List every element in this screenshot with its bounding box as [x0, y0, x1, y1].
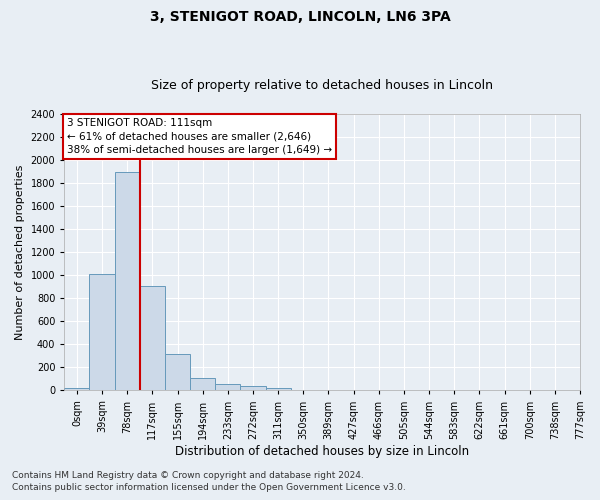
Bar: [140, 286, 165, 391]
Bar: [241, 386, 266, 390]
Y-axis label: Number of detached properties: Number of detached properties: [15, 164, 25, 340]
Bar: [165, 354, 190, 391]
Bar: [89, 274, 115, 390]
Bar: [215, 384, 241, 390]
Title: Size of property relative to detached houses in Lincoln: Size of property relative to detached ho…: [151, 79, 493, 92]
Text: 3, STENIGOT ROAD, LINCOLN, LN6 3PA: 3, STENIGOT ROAD, LINCOLN, LN6 3PA: [149, 10, 451, 24]
Bar: [190, 378, 215, 390]
Text: Contains HM Land Registry data © Crown copyright and database right 2024.
Contai: Contains HM Land Registry data © Crown c…: [12, 471, 406, 492]
Text: 3 STENIGOT ROAD: 111sqm
← 61% of detached houses are smaller (2,646)
38% of semi: 3 STENIGOT ROAD: 111sqm ← 61% of detache…: [67, 118, 332, 154]
Bar: [115, 172, 140, 390]
Bar: [266, 388, 291, 390]
X-axis label: Distribution of detached houses by size in Lincoln: Distribution of detached houses by size …: [175, 444, 469, 458]
Bar: [64, 388, 89, 390]
